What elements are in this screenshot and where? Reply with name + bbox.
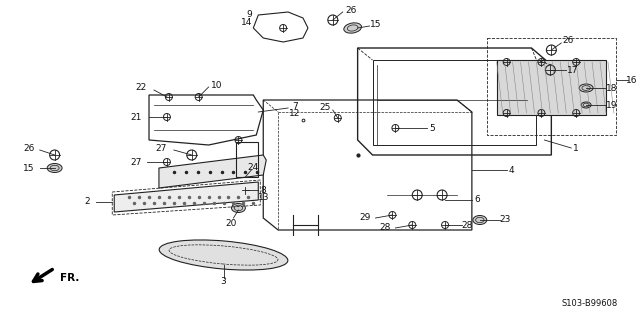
Text: 21: 21: [131, 113, 142, 122]
Ellipse shape: [47, 164, 62, 172]
Polygon shape: [159, 155, 266, 188]
Text: 28: 28: [461, 220, 473, 229]
Text: 9: 9: [246, 10, 252, 19]
Polygon shape: [497, 60, 606, 115]
Text: 14: 14: [241, 18, 252, 27]
Text: 4: 4: [508, 165, 514, 174]
Text: 26: 26: [563, 36, 574, 44]
Text: 8: 8: [260, 186, 266, 195]
Ellipse shape: [232, 204, 246, 212]
Text: 26: 26: [24, 143, 34, 153]
Text: 15: 15: [23, 164, 34, 172]
Text: 19: 19: [606, 100, 618, 109]
Text: 27: 27: [131, 157, 142, 166]
Text: 5: 5: [429, 124, 435, 132]
Text: 27: 27: [156, 143, 167, 153]
Text: 15: 15: [370, 20, 382, 28]
Text: 20: 20: [226, 219, 237, 228]
Text: 1: 1: [574, 143, 579, 153]
Text: 10: 10: [211, 81, 222, 90]
Ellipse shape: [473, 215, 487, 225]
Ellipse shape: [159, 240, 288, 270]
Text: 12: 12: [290, 108, 300, 117]
Text: FR.: FR.: [59, 273, 79, 283]
Ellipse shape: [344, 23, 362, 33]
Ellipse shape: [581, 102, 591, 108]
Text: 13: 13: [258, 194, 269, 203]
Text: 7: 7: [292, 101, 298, 110]
Text: 29: 29: [359, 213, 371, 222]
Bar: [237, 142, 258, 177]
Text: 2: 2: [85, 197, 91, 206]
Ellipse shape: [579, 84, 593, 92]
Text: 25: 25: [320, 102, 331, 111]
Text: 16: 16: [626, 76, 637, 84]
Text: 26: 26: [345, 5, 357, 14]
Polygon shape: [114, 182, 258, 212]
Text: 18: 18: [606, 84, 618, 92]
Text: 6: 6: [474, 196, 480, 204]
Text: S103-B99608: S103-B99608: [561, 299, 618, 308]
Text: 24: 24: [248, 163, 259, 172]
Text: 3: 3: [221, 277, 226, 286]
Text: 28: 28: [379, 223, 390, 233]
Text: 17: 17: [567, 66, 578, 75]
Text: 23: 23: [499, 215, 510, 225]
Text: 22: 22: [136, 83, 147, 92]
